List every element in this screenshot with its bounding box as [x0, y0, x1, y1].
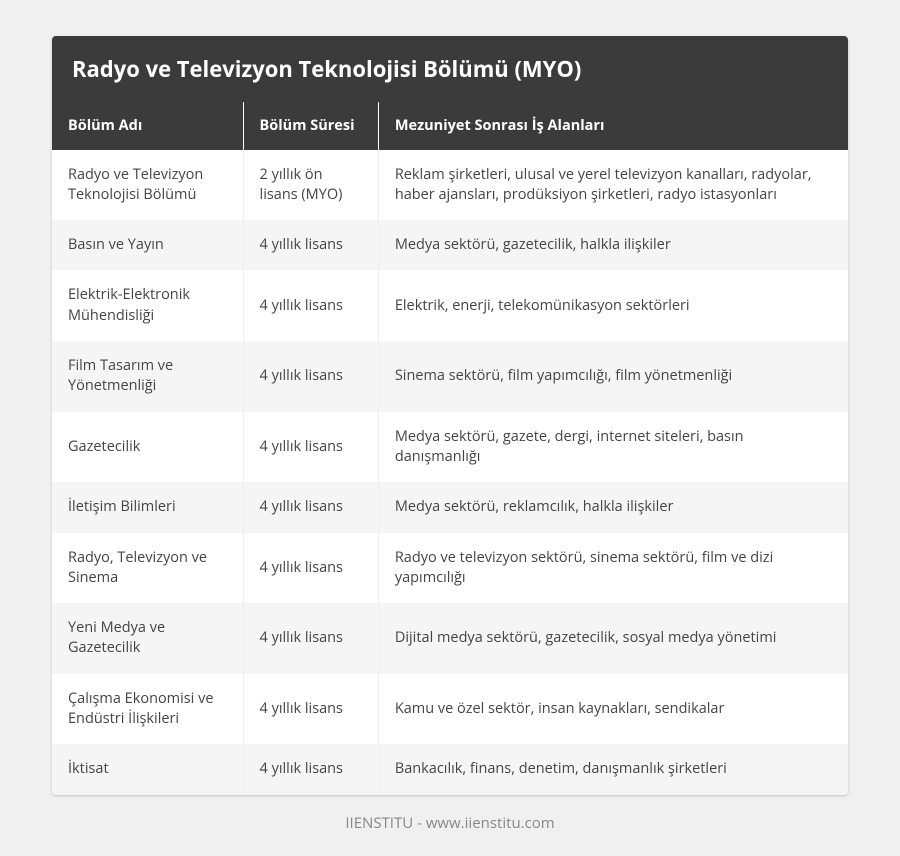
table-title: Radyo ve Televizyon Teknolojisi Bölümü (…: [52, 36, 848, 102]
cell-duration: 4 yıllık lisans: [243, 533, 378, 604]
cell-name: İktisat: [52, 744, 243, 794]
cell-duration: 4 yıllık lisans: [243, 674, 378, 745]
table-row: Elektrik-Elektronik Mühendisliği 4 yıllı…: [52, 270, 848, 341]
table-row: Yeni Medya ve Gazetecilik 4 yıllık lisan…: [52, 603, 848, 674]
table-row: Çalışma Ekonomisi ve Endüstri İlişkileri…: [52, 674, 848, 745]
departments-table: Bölüm Adı Bölüm Süresi Mezuniyet Sonrası…: [52, 102, 848, 795]
table-row: İktisat 4 yıllık lisans Bankacılık, fina…: [52, 744, 848, 794]
cell-name: İletişim Bilimleri: [52, 482, 243, 532]
cell-jobs: Medya sektörü, reklamcılık, halkla ilişk…: [378, 482, 848, 532]
cell-name: Radyo, Televizyon ve Sinema: [52, 533, 243, 604]
cell-name: Radyo ve Televizyon Teknolojisi Bölümü: [52, 150, 243, 221]
cell-duration: 4 yıllık lisans: [243, 603, 378, 674]
cell-name: Basın ve Yayın: [52, 220, 243, 270]
col-header-name: Bölüm Adı: [52, 102, 243, 150]
cell-duration: 4 yıllık lisans: [243, 744, 378, 794]
cell-name: Çalışma Ekonomisi ve Endüstri İlişkileri: [52, 674, 243, 745]
cell-jobs: Medya sektörü, gazetecilik, halkla ilişk…: [378, 220, 848, 270]
col-header-duration: Bölüm Süresi: [243, 102, 378, 150]
col-header-jobs: Mezuniyet Sonrası İş Alanları: [378, 102, 848, 150]
cell-name: Gazetecilik: [52, 412, 243, 483]
cell-duration: 4 yıllık lisans: [243, 270, 378, 341]
cell-name: Elektrik-Elektronik Mühendisliği: [52, 270, 243, 341]
table-header-row: Bölüm Adı Bölüm Süresi Mezuniyet Sonrası…: [52, 102, 848, 150]
cell-jobs: Elektrik, enerji, telekomünikasyon sektö…: [378, 270, 848, 341]
cell-jobs: Bankacılık, finans, denetim, danışmanlık…: [378, 744, 848, 794]
cell-jobs: Kamu ve özel sektör, insan kaynakları, s…: [378, 674, 848, 745]
cell-jobs: Radyo ve televizyon sektörü, sinema sekt…: [378, 533, 848, 604]
cell-duration: 4 yıllık lisans: [243, 482, 378, 532]
cell-jobs: Dijital medya sektörü, gazetecilik, sosy…: [378, 603, 848, 674]
cell-name: Yeni Medya ve Gazetecilik: [52, 603, 243, 674]
table-row: Film Tasarım ve Yönetmenliği 4 yıllık li…: [52, 341, 848, 412]
cell-duration: 2 yıllık ön lisans (MYO): [243, 150, 378, 221]
cell-duration: 4 yıllık lisans: [243, 412, 378, 483]
table-row: Gazetecilik 4 yıllık lisans Medya sektör…: [52, 412, 848, 483]
table-card: Radyo ve Televizyon Teknolojisi Bölümü (…: [52, 36, 848, 795]
cell-duration: 4 yıllık lisans: [243, 220, 378, 270]
cell-duration: 4 yıllık lisans: [243, 341, 378, 412]
footer-attribution: IIENSTITU - www.iienstitu.com: [52, 795, 848, 833]
table-row: İletişim Bilimleri 4 yıllık lisans Medya…: [52, 482, 848, 532]
cell-jobs: Medya sektörü, gazete, dergi, internet s…: [378, 412, 848, 483]
cell-name: Film Tasarım ve Yönetmenliği: [52, 341, 243, 412]
table-row: Radyo, Televizyon ve Sinema 4 yıllık lis…: [52, 533, 848, 604]
table-row: Radyo ve Televizyon Teknolojisi Bölümü 2…: [52, 150, 848, 221]
cell-jobs: Reklam şirketleri, ulusal ve yerel telev…: [378, 150, 848, 221]
table-row: Basın ve Yayın 4 yıllık lisans Medya sek…: [52, 220, 848, 270]
cell-jobs: Sinema sektörü, film yapımcılığı, film y…: [378, 341, 848, 412]
